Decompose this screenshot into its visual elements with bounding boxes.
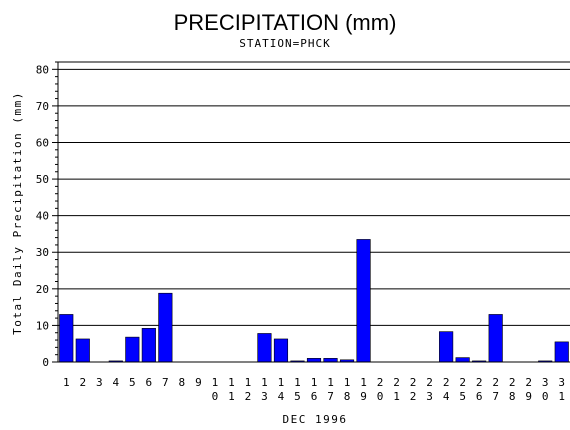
y-tick-label-0: 0 — [42, 356, 49, 369]
y-tick-label-70: 70 — [36, 100, 49, 113]
bars — [59, 239, 569, 363]
bar-day-14 — [273, 338, 289, 363]
y-tick-label-80: 80 — [36, 63, 49, 76]
y-tick-label-20: 20 — [36, 283, 49, 296]
chart-subtitle: STATION=PHCK — [239, 37, 330, 50]
bar-day-27 — [488, 314, 503, 363]
x-tick-label-9: 9 — [195, 376, 202, 389]
y-tick-label-50: 50 — [36, 173, 49, 186]
bar-day-6 — [141, 328, 156, 363]
axes — [52, 61, 570, 363]
x-tick-label-2: 2 — [79, 376, 86, 389]
x-tick-label-3: 3 — [96, 376, 103, 389]
x-tick-label-1: 1 — [63, 376, 70, 389]
y-tick-label-60: 60 — [36, 136, 49, 149]
y-tick-label-40: 40 — [36, 210, 49, 223]
bar-day-2 — [75, 338, 90, 363]
bar-day-25 — [455, 357, 470, 363]
x-tick-label-7: 7 — [162, 376, 169, 389]
y-tick-label-30: 30 — [36, 246, 49, 259]
x-tick-label-5: 5 — [129, 376, 136, 389]
bar-day-13 — [257, 333, 272, 363]
bar-day-24 — [439, 331, 454, 363]
x-tick-labels: 1 2 3 4 5 6 7 8 9 1 01 11 21 31 41 51 61 71 81 92 02 12 22 32 42… — [63, 376, 565, 403]
y-tick-labels: 0 10 20 30 40 50 60 70 80 — [36, 63, 49, 369]
chart-title: PRECIPITATION (mm) — [174, 10, 397, 35]
y-axis-label: Total Daily Precipitation (mm) — [11, 91, 24, 335]
bar-day-31 — [554, 341, 569, 363]
bar-day-7 — [158, 292, 173, 363]
gridlines — [58, 68, 570, 326]
bar-day-19 — [356, 239, 371, 363]
bar-day-5 — [125, 336, 140, 363]
x-tick-label-4: 4 — [112, 376, 119, 389]
x-tick-label-6: 6 — [146, 376, 153, 389]
x-tick-label-8: 8 — [179, 376, 186, 389]
bar-day-16 — [306, 358, 322, 363]
x-axis-label: DEC 1996 — [283, 413, 348, 426]
bar-day-17 — [323, 358, 338, 363]
y-tick-label-10: 10 — [36, 319, 49, 332]
bar-day-1 — [59, 314, 74, 363]
